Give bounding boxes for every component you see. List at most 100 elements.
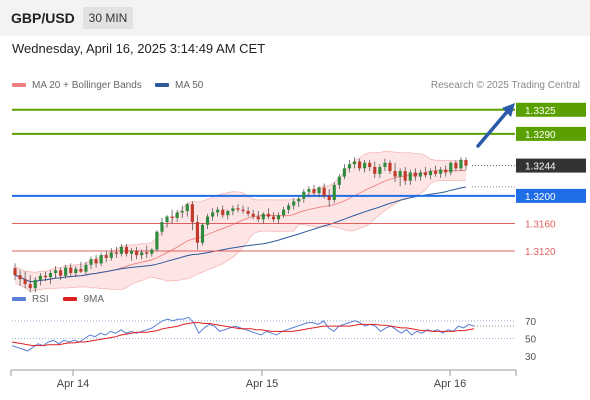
candle-body [236, 208, 240, 210]
candle-body [231, 208, 235, 212]
candle-body [459, 160, 463, 169]
candle-body [23, 279, 27, 285]
candle-body [398, 171, 402, 177]
currency-pair-title: GBP/USD [11, 10, 75, 26]
candle-body [337, 176, 341, 185]
candle-body [282, 209, 286, 216]
candle-body [109, 252, 113, 258]
candle-body [94, 259, 98, 264]
legend-ma20: MA 20 + Bollinger Bands [12, 80, 142, 91]
candle-body [307, 189, 311, 192]
candle-body [211, 212, 215, 217]
rsi-legend: RSI 9MA [12, 294, 104, 305]
candle-body [140, 252, 144, 256]
ma9-legend-label: 9MA [83, 294, 105, 305]
candle-body [292, 201, 296, 206]
candle-body [119, 246, 123, 254]
candle-body [195, 222, 199, 243]
candle-body [312, 189, 316, 194]
candle-body [216, 209, 220, 213]
legend-ma50-label: MA 50 [175, 80, 204, 91]
candle-body [256, 216, 260, 220]
candle-body [200, 224, 205, 243]
candle-body [190, 204, 194, 223]
candle-body [221, 209, 225, 216]
rsi-legend-label: RSI [32, 294, 49, 305]
x-axis-label: Apr 16 [434, 378, 466, 390]
candle-body [388, 162, 392, 172]
legend-ma50: MA 50 [155, 80, 203, 91]
rsi-line [11, 316, 475, 352]
candle-body [368, 162, 372, 167]
x-axis-label: Apr 14 [57, 378, 89, 390]
candle-body [99, 255, 103, 264]
candle-body [28, 284, 32, 289]
candle-body [378, 166, 382, 174]
candle-body [287, 205, 291, 210]
rsi-tick-label: 50 [525, 335, 537, 346]
candle-body [135, 251, 139, 256]
candle-body [226, 211, 230, 216]
candle-body [89, 259, 93, 265]
candle-body [175, 212, 179, 218]
candle-body [408, 172, 412, 181]
header-bar: GBP/USD 30 MIN [0, 0, 590, 36]
candle-body [150, 249, 154, 254]
timeframe-button[interactable]: 30 MIN [83, 7, 133, 29]
level-label-last: 1.3244 [525, 162, 556, 173]
level-label-pivot: 1.3200 [525, 192, 556, 203]
candle-body [373, 166, 377, 174]
candle-body [434, 171, 438, 174]
rsi-ma9-line [11, 322, 475, 347]
candle-body [271, 216, 276, 220]
candle-body [104, 255, 108, 258]
candle-body [322, 187, 326, 196]
candle-body [266, 213, 270, 217]
legend-ma20-label: MA 20 + Bollinger Bands [32, 80, 142, 91]
candle-body [363, 162, 367, 169]
candle-body [48, 273, 53, 278]
candle-body [241, 209, 245, 212]
candle-body [185, 204, 189, 212]
candle-body [276, 215, 281, 220]
candle-body [428, 171, 433, 176]
rsi-swatch [12, 297, 26, 302]
candle-body [302, 191, 306, 199]
candle-body [114, 252, 118, 254]
candle-body [38, 275, 42, 280]
candle-body [165, 216, 169, 223]
candle-body [347, 164, 352, 169]
candle-body [180, 211, 184, 213]
ma50-swatch [155, 83, 169, 88]
candle-body [155, 231, 159, 250]
candle-body [124, 246, 129, 254]
candle-body [13, 268, 17, 276]
level-label-support: 1.3160 [525, 219, 556, 230]
candle-body [74, 268, 78, 274]
candle-body [317, 187, 321, 194]
candle-body [449, 162, 453, 173]
candle-body [129, 251, 134, 254]
bollinger-lower [14, 179, 467, 292]
research-credit: Research © 2025 Trading Central [430, 80, 580, 91]
candle-body [160, 222, 164, 232]
candle-body [439, 169, 443, 174]
candle-body [342, 168, 346, 177]
candle-body [393, 171, 397, 177]
timestamp: Wednesday, April 16, 2025 3:14:49 AM CET [12, 41, 266, 56]
candle-body [297, 198, 301, 202]
candle-body [205, 216, 210, 225]
candle-body [413, 172, 417, 177]
rsi-tick-label: 70 [525, 317, 537, 328]
candle-body [69, 267, 73, 274]
candle-body [423, 172, 428, 176]
candle-body [18, 275, 22, 280]
candle-body [84, 264, 88, 272]
candle-body [454, 162, 458, 169]
rsi-tick-label: 30 [525, 352, 537, 363]
candle-body [79, 268, 83, 272]
candle-body [464, 160, 468, 166]
level-tag-resistance [516, 102, 586, 117]
